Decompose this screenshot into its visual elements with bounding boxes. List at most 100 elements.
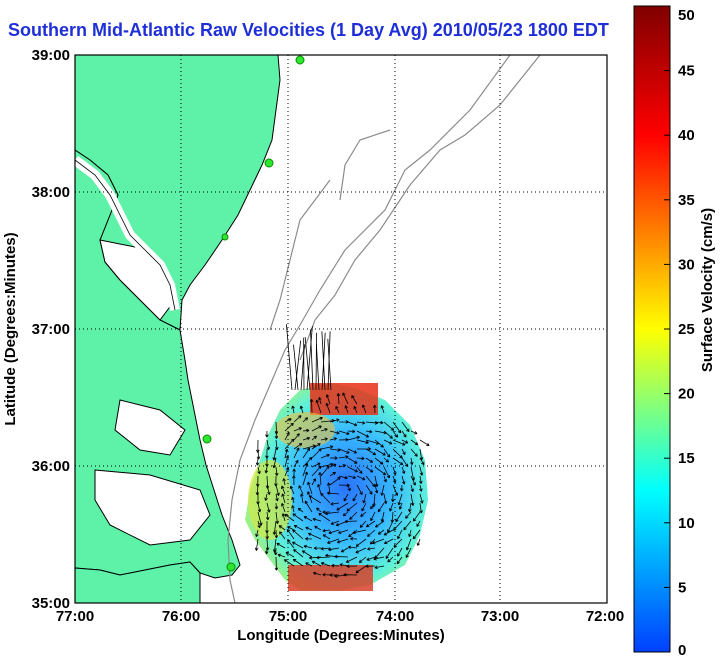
velocity-vector (293, 443, 303, 450)
velocity-vector (340, 547, 349, 553)
velocity-vector (264, 466, 269, 474)
velocity-vector (302, 447, 311, 459)
colorbar-tick-label: 25 (678, 321, 695, 338)
velocity-vector (419, 439, 430, 447)
station-marker (221, 233, 229, 241)
velocity-vector (266, 484, 271, 495)
velocity-vector (281, 503, 286, 513)
velocity-vector (342, 511, 349, 517)
velocity-vector (380, 484, 385, 496)
velocity-vector (274, 466, 279, 476)
velocity-vector (383, 529, 394, 536)
velocity-vector (265, 430, 269, 438)
colorbar-label: Surface Velocity (cm/s) (699, 208, 716, 372)
velocity-vector (326, 491, 340, 495)
velocity-vector (310, 329, 314, 391)
velocity-vector (392, 430, 399, 438)
velocity-vector (279, 531, 286, 540)
velocity-vector (265, 511, 270, 521)
velocity-vector (356, 456, 365, 461)
velocity-vector (397, 547, 403, 557)
velocity-vector (336, 538, 349, 544)
velocity-vector (374, 457, 384, 465)
velocity-vector (302, 444, 316, 450)
velocity-vector (410, 430, 418, 435)
velocity-vector (327, 338, 332, 391)
velocity-vector (308, 495, 322, 504)
velocity-vector (291, 496, 295, 504)
velocity-vector (392, 448, 403, 459)
velocity-vector (277, 553, 286, 558)
velocity-vector (399, 484, 404, 492)
velocity-vector (384, 538, 394, 545)
velocity-vector (313, 546, 322, 550)
velocity-vector (322, 572, 331, 577)
velocity-vector (329, 430, 340, 435)
velocity-vector (301, 550, 313, 558)
velocity-vector (311, 465, 322, 477)
velocity-vector (273, 547, 278, 556)
velocity-vector (346, 564, 358, 568)
velocity-vector (265, 448, 269, 459)
lon-tick: 77:00 (56, 608, 94, 625)
station-marker (226, 562, 236, 572)
velocity-vector (320, 453, 330, 459)
velocity-vector (383, 493, 388, 505)
velocity-vector (338, 455, 349, 459)
lon-tick-labels: 77:00 76:00 75:00 74:00 73:00 72:00 (56, 608, 624, 625)
velocity-vector (401, 430, 407, 438)
velocity-vector (374, 484, 379, 494)
velocity-vector (266, 439, 271, 451)
velocity-vector (329, 573, 340, 577)
velocity-vector (419, 466, 424, 476)
velocity-vector (255, 529, 259, 537)
y-axis-label: Latitude (Degrees:Minutes) (2, 232, 19, 425)
velocity-vector (311, 462, 321, 468)
velocity-vector (347, 545, 358, 550)
velocity-vector (366, 556, 376, 561)
velocity-vector (362, 493, 367, 504)
velocity-vector (329, 463, 337, 468)
velocity-vector (311, 416, 323, 423)
map-grid (75, 55, 607, 603)
velocity-vector (352, 493, 358, 502)
velocity-vector (350, 536, 358, 541)
velocity-vector (274, 556, 279, 571)
velocity-vector (380, 405, 385, 414)
velocity-vector (257, 511, 263, 526)
lat-tick: 39:00 (32, 47, 70, 64)
velocity-vector (302, 428, 310, 433)
velocity-vector (347, 421, 358, 427)
velocity-vector (356, 421, 366, 425)
velocity-vector (330, 520, 340, 525)
velocity-vector (264, 493, 268, 501)
colorbar-tick-label: 35 (678, 192, 695, 209)
velocity-vector (276, 542, 286, 549)
velocity-vector (305, 526, 313, 531)
velocity-vector (311, 443, 321, 450)
velocity-vector (283, 559, 295, 567)
velocity-vector (403, 520, 412, 531)
velocity-vector (372, 538, 385, 545)
velocity-vector (338, 437, 349, 442)
velocity-vector (293, 524, 304, 531)
velocity-vector (274, 529, 279, 539)
velocity-vector (393, 520, 403, 531)
velocity-vector (329, 477, 341, 486)
velocity-vector (275, 484, 280, 496)
velocity-vector (292, 475, 296, 486)
velocity-vector (374, 420, 384, 425)
velocity-vector (255, 457, 260, 466)
velocity-vector (347, 484, 351, 492)
velocity-vector (293, 427, 302, 432)
velocity-vector (264, 547, 269, 555)
velocity-field (245, 324, 430, 591)
velocity-vector (255, 484, 260, 496)
velocity-vector (365, 466, 374, 473)
hf-radar-stations (202, 55, 305, 572)
velocity-vector (401, 448, 406, 455)
x-axis-label: Longitude (Degrees:Minutes) (237, 627, 445, 644)
lat-tick: 36:00 (32, 458, 70, 475)
velocity-vector (272, 448, 277, 461)
velocity-vector (401, 439, 409, 444)
